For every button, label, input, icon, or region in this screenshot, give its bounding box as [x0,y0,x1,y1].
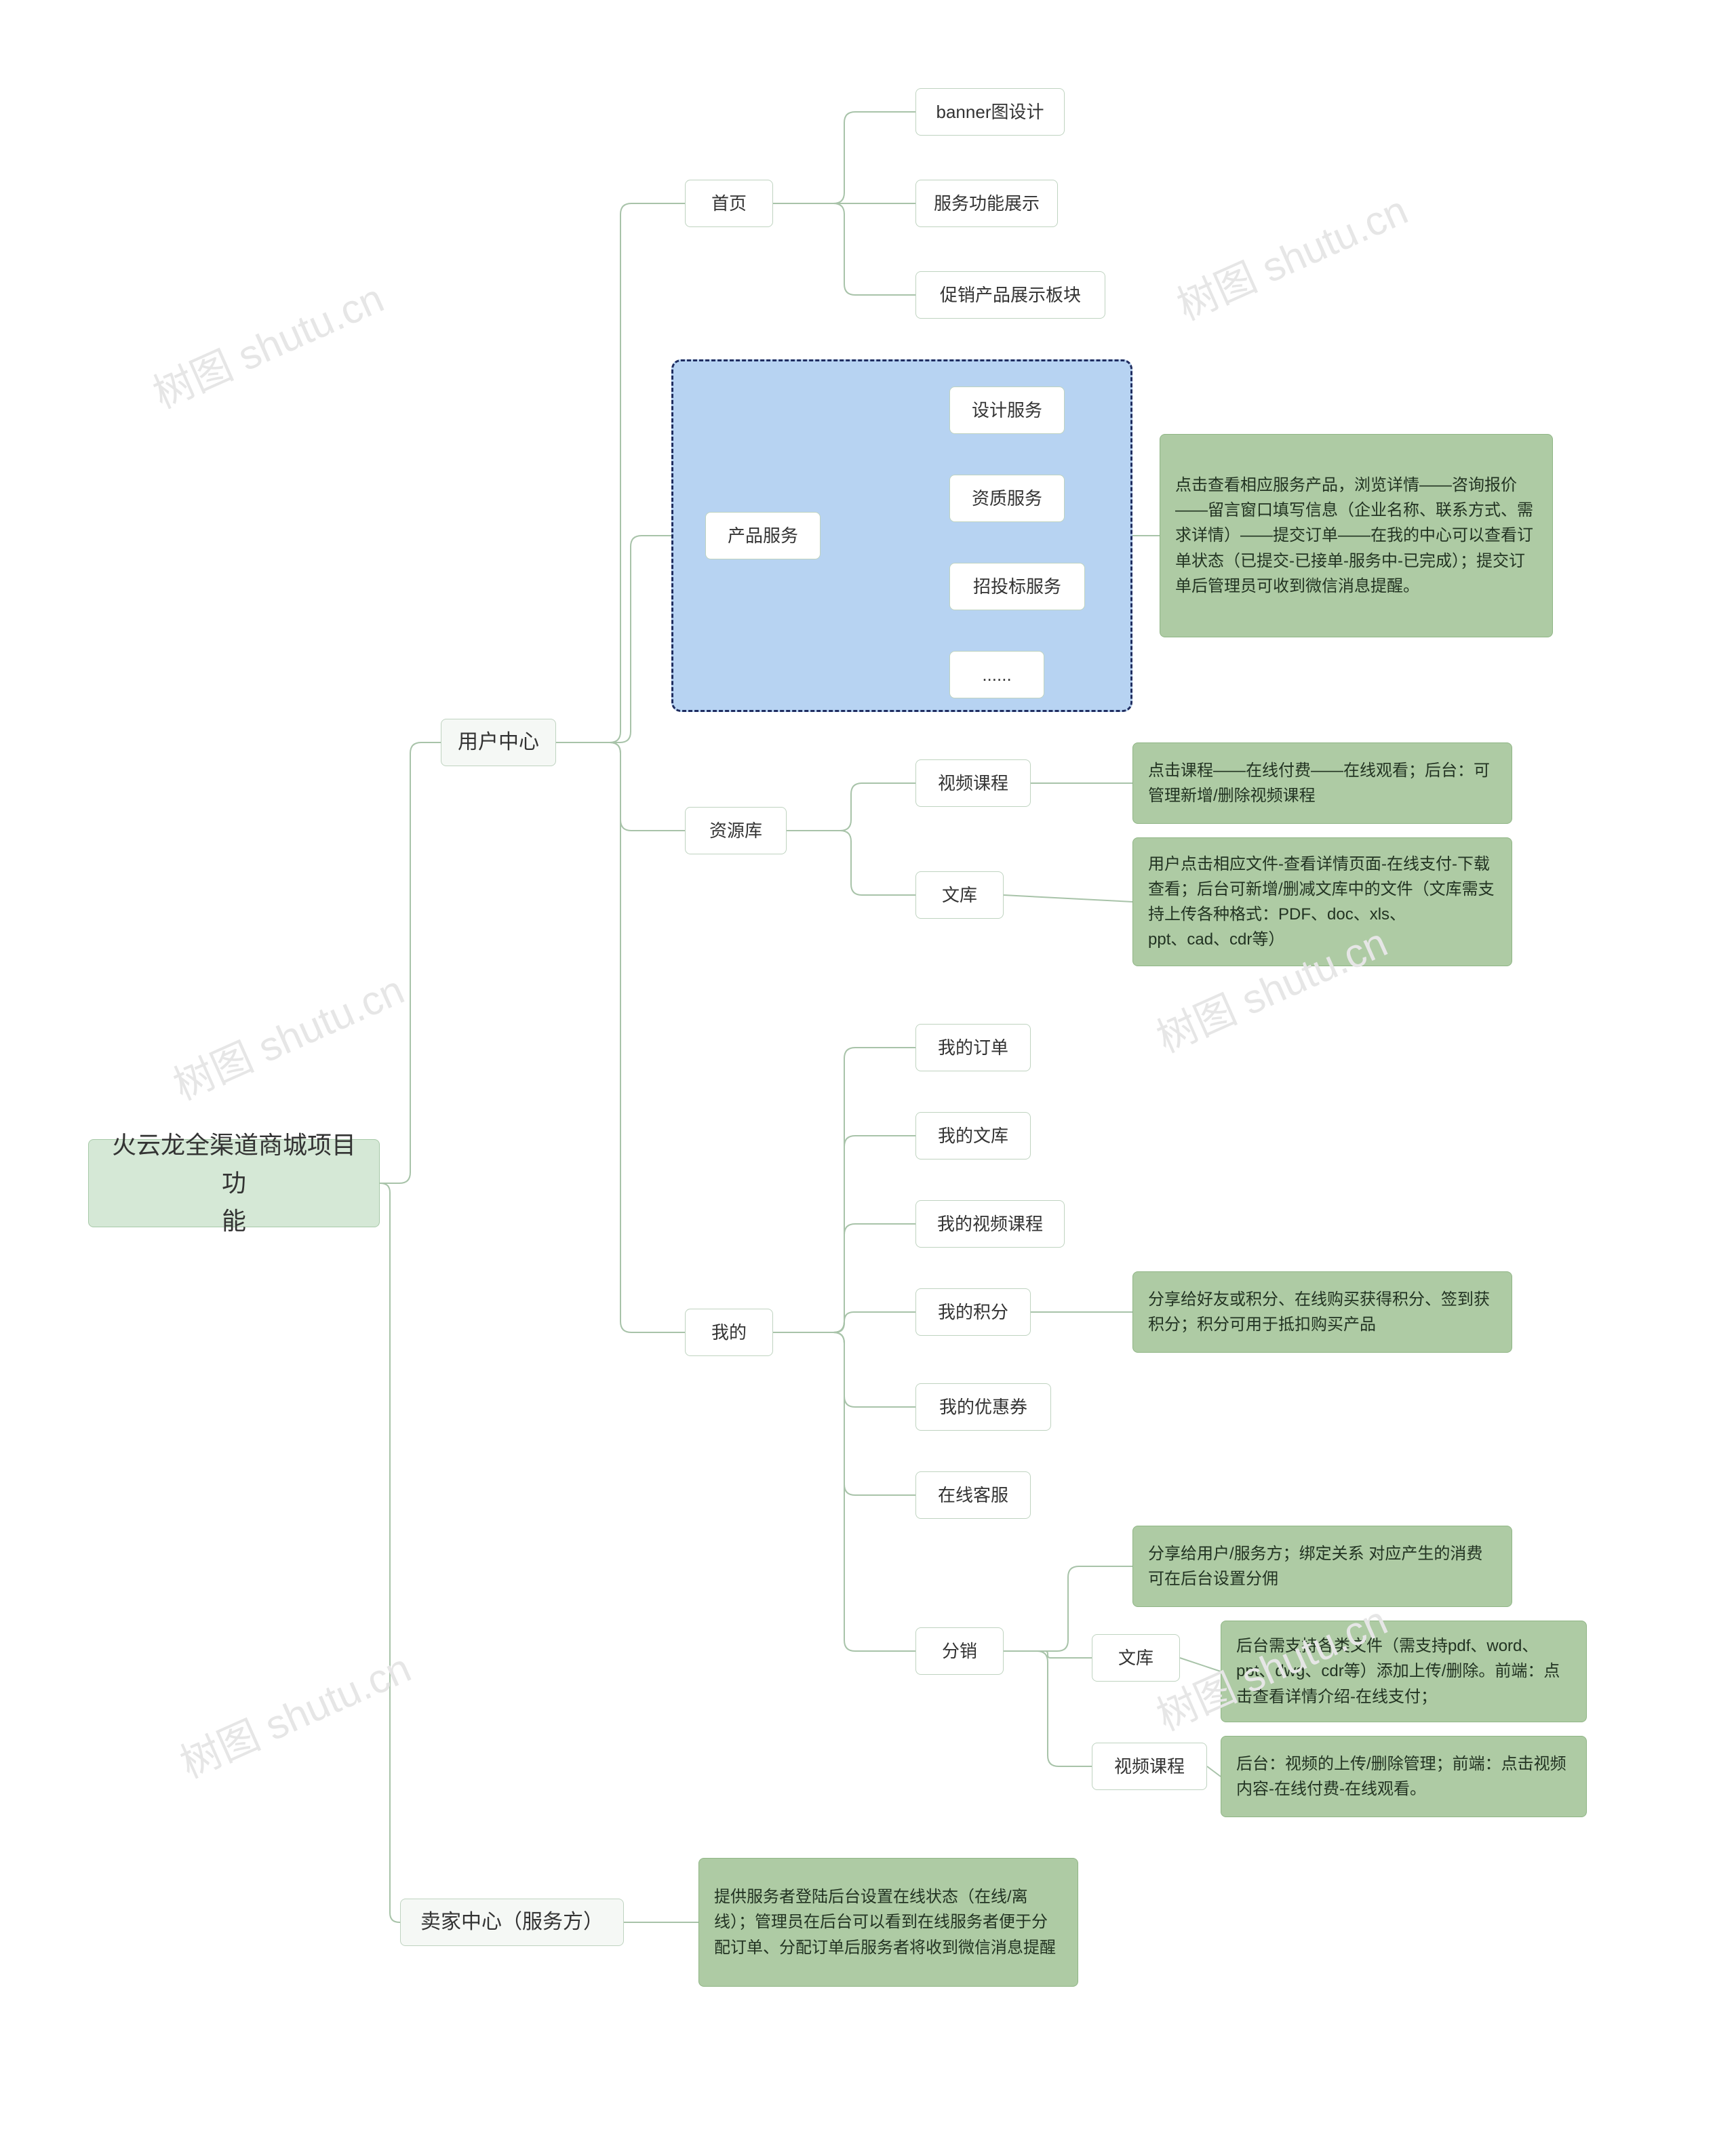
home[interactable]: 首页 [685,180,773,227]
connector [787,831,915,895]
connector [773,1224,915,1332]
product-child-1[interactable]: 资质服务 [949,475,1065,522]
connector [787,783,915,831]
dist-video-note[interactable]: 后台：视频的上传/删除管理；前端：点击视频内容-在线付费-在线观看。 [1221,1736,1587,1817]
root-node[interactable]: 火云龙全渠道商城项目功 能 [88,1139,380,1227]
connector [556,203,685,742]
mine-child-5[interactable]: 在线客服 [915,1471,1031,1519]
product-service[interactable]: 产品服务 [705,512,821,559]
mine-child-0[interactable]: 我的订单 [915,1024,1031,1071]
mine-child-4[interactable]: 我的优惠券 [915,1383,1051,1431]
connector [773,112,915,203]
mine-child-1[interactable]: 我的文库 [915,1112,1031,1159]
connector [773,1332,915,1651]
user-center[interactable]: 用户中心 [441,719,556,766]
connector [773,203,915,295]
mine-child-3[interactable]: 我的积分 [915,1288,1031,1336]
mine[interactable]: 我的 [685,1309,773,1356]
seller-note[interactable]: 提供服务者登陆后台设置在线状态（在线/离线）；管理员在后台可以看到在线服务者便于… [698,1858,1078,1987]
resource-doc[interactable]: 文库 [915,871,1004,919]
seller-center[interactable]: 卖家中心（服务方） [400,1899,624,1946]
connector-layer [0,0,1736,2142]
resource-video-note[interactable]: 点击课程——在线付费——在线观看；后台：可管理新增/删除视频课程 [1132,742,1512,824]
connector [1004,1651,1092,1658]
dist-share-note[interactable]: 分享给用户/服务方；绑定关系 对应产生的消费可在后台设置分佣 [1132,1526,1512,1607]
product-note[interactable]: 点击查看相应服务产品，浏览详情——咨询报价——留言窗口填写信息（企业名称、联系方… [1160,434,1553,637]
product-child-0[interactable]: 设计服务 [949,386,1065,434]
connector [380,1183,400,1922]
connector [380,742,441,1183]
connector [1004,1651,1092,1766]
home-child-1[interactable]: 服务功能展示 [915,180,1058,227]
points-note[interactable]: 分享给好友或积分、在线购买获得积分、签到获积分；积分可用于抵扣购买产品 [1132,1271,1512,1353]
product-child-3[interactable]: ...... [949,651,1044,698]
dist-doc[interactable]: 文库 [1092,1634,1180,1682]
resource-doc-note[interactable]: 用户点击相应文件-查看详情页面-在线支付-下载查看；后台可新增/删减文库中的文件… [1132,837,1512,966]
dist-doc-note[interactable]: 后台需支持各类文件（需支持pdf、word、 ppt、dwg、cdr等）添加上传… [1221,1621,1587,1722]
resource-video[interactable]: 视频课程 [915,759,1031,807]
product-child-2[interactable]: 招投标服务 [949,563,1085,610]
mine-child-6[interactable]: 分销 [915,1627,1004,1675]
mine-child-2[interactable]: 我的视频课程 [915,1200,1065,1248]
home-child-2[interactable]: 促销产品展示板块 [915,271,1105,319]
resource-lib[interactable]: 资源库 [685,807,787,854]
dist-video[interactable]: 视频课程 [1092,1743,1207,1790]
home-child-0[interactable]: banner图设计 [915,88,1065,136]
